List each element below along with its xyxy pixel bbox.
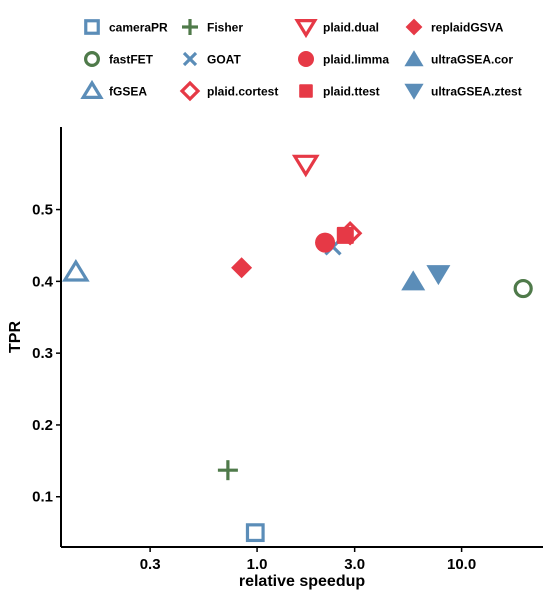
legend-label: plaid.limma <box>323 53 389 67</box>
legend-item-plaid-cortest: plaid.cortest <box>179 80 278 102</box>
x-ticks: 0.3 1.0 3.0 10.0 <box>140 547 476 573</box>
plot-area: 0.3 1.0 3.0 10.0 0.1 0.2 0.3 0.4 0.5 <box>32 127 543 573</box>
legend-label: plaid.cortest <box>207 85 278 99</box>
y-axis-title: TPR <box>7 321 24 353</box>
legend-item-replaidgsva: replaidGSVA <box>405 18 504 36</box>
y-tick-label: 0.3 <box>32 345 53 362</box>
legend-label: fastFET <box>109 53 154 67</box>
point-fastfet <box>513 278 533 299</box>
legend-key-fgsea <box>80 79 104 100</box>
y-tick-label: 0.2 <box>32 417 53 434</box>
legend-label: ultraGSEA.ztest <box>431 85 522 99</box>
legend-label: cameraPR <box>109 21 168 35</box>
legend-item-fgsea: fGSEA <box>80 79 147 100</box>
point-fgsea <box>61 258 90 282</box>
legend-key-plaid-limma <box>298 51 314 67</box>
legend-item-ultragsea-cor: ultraGSEA.cor <box>404 50 513 67</box>
legend-label: fGSEA <box>109 85 147 99</box>
x-axis-title: relative speedup <box>239 573 366 590</box>
legend-item-plaid-limma: plaid.limma <box>298 51 389 67</box>
legend-item-plaid-dual: plaid.dual <box>294 19 379 39</box>
point-plaid-dual <box>291 154 320 178</box>
x-tick-label: 10.0 <box>447 556 476 573</box>
legend-key-camerapr <box>84 19 100 35</box>
legend-item-camerapr: cameraPR <box>84 19 168 35</box>
legend-item-fisher: Fisher <box>182 19 243 35</box>
legend-key-fisher <box>182 19 198 35</box>
legend-key-ultragsea-cor <box>404 50 424 67</box>
legend-item-goat: GOAT <box>182 51 241 67</box>
point-plaid-limma <box>315 232 336 253</box>
legend-key-ultragsea-ztest <box>404 83 424 100</box>
point-ultragsea-ztest <box>426 265 451 286</box>
point-plaid-cortest <box>337 220 363 246</box>
legend-label: replaidGSVA <box>431 21 504 35</box>
point-fisher <box>217 460 238 481</box>
point-replaidgsva <box>231 257 253 279</box>
y-tick-label: 0.1 <box>32 489 53 506</box>
point-ultragsea-cor <box>401 270 426 291</box>
legend-label: ultraGSEA.cor <box>431 53 513 67</box>
point-camerapr <box>245 523 265 543</box>
y-tick-label: 0.5 <box>32 202 53 219</box>
x-tick-label: 0.3 <box>140 556 161 573</box>
legend-key-goat <box>182 51 198 67</box>
legend-label: plaid.dual <box>323 21 379 35</box>
legend-key-plaid-dual <box>294 19 318 39</box>
legend-key-plaid-cortest <box>179 80 201 102</box>
legend-label: plaid.ttest <box>323 85 380 99</box>
legend-key-replaidgsva <box>405 18 423 36</box>
legend-label: Fisher <box>207 21 243 35</box>
legend-label: GOAT <box>207 53 241 67</box>
legend-key-fastfet <box>83 50 100 67</box>
y-ticks: 0.1 0.2 0.3 0.4 0.5 <box>32 202 61 506</box>
x-tick-label: 3.0 <box>344 556 365 573</box>
legend-key-plaid-ttest <box>299 84 313 98</box>
y-tick-label: 0.4 <box>32 273 54 290</box>
legend-item-ultragsea-ztest: ultraGSEA.ztest <box>404 83 522 100</box>
legend: cameraPR fastFET fGSEA Fisher GOAT plaid.cort… <box>80 18 522 102</box>
x-tick-label: 1.0 <box>247 556 268 573</box>
legend-item-fastfet: fastFET <box>83 50 154 67</box>
legend-item-plaid-ttest: plaid.ttest <box>299 84 380 99</box>
data-points <box>61 154 533 543</box>
